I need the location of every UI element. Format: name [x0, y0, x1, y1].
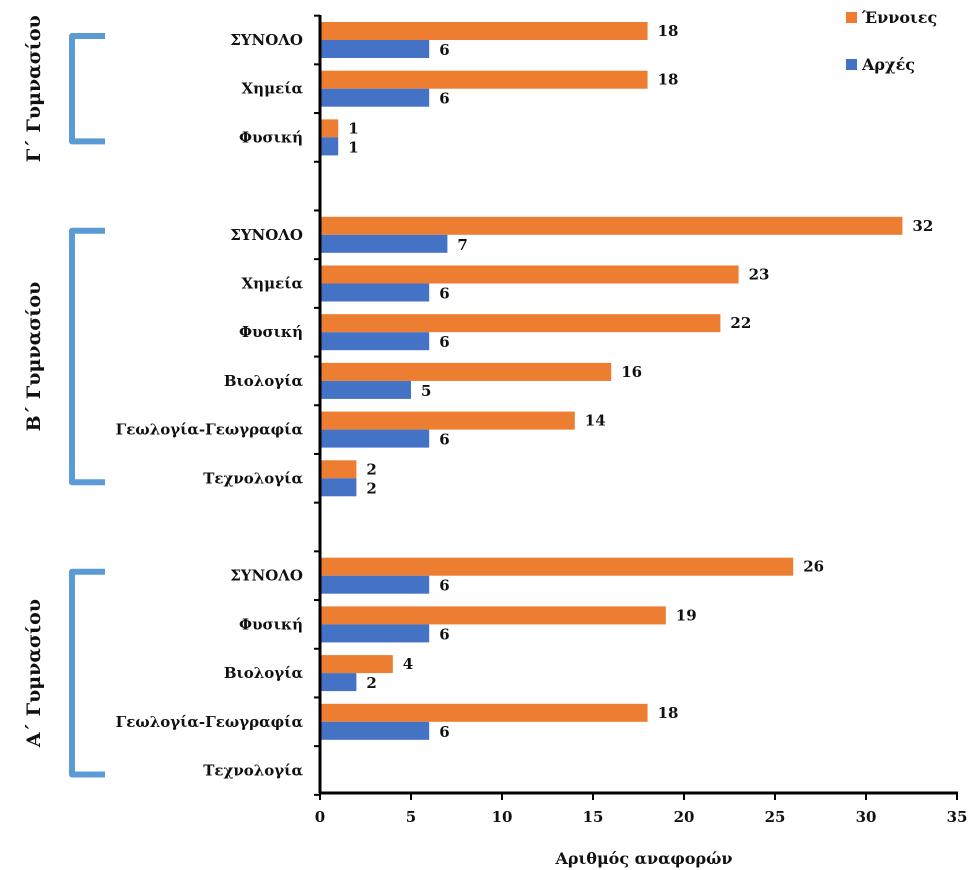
group-bracket — [69, 33, 105, 145]
bar-ennoies — [320, 70, 648, 89]
data-label-ennoies: 18 — [658, 22, 679, 40]
data-label-ennoies: 19 — [676, 606, 697, 624]
bar-ennoies — [320, 119, 339, 138]
x-tick-label: 25 — [765, 808, 786, 826]
category-label: Τεχνολογία — [203, 762, 303, 780]
bar-arches — [320, 624, 430, 643]
category-label: Χημεία — [242, 80, 304, 98]
bar-ennoies — [320, 265, 739, 284]
data-label-arches: 6 — [439, 625, 449, 643]
data-label-ennoies: 18 — [658, 71, 679, 89]
group-title: Β΄ Γυμνασίου — [23, 282, 45, 432]
data-label-arches: 6 — [439, 723, 449, 741]
bar-arches — [320, 137, 339, 156]
bar-ennoies — [320, 557, 794, 576]
bar-ennoies — [320, 606, 666, 625]
data-label-arches: 2 — [366, 674, 376, 692]
legend-label: Έννοιες — [861, 8, 937, 27]
data-label-ennoies: 1 — [348, 119, 358, 137]
data-label-arches: 6 — [439, 41, 449, 59]
x-tick-label: 0 — [315, 808, 325, 826]
legend-label: Αρχές — [861, 55, 915, 74]
bar-arches — [320, 380, 411, 399]
bar-ennoies — [320, 216, 903, 235]
category-label: ΣΥΝΟΛΟ — [230, 226, 303, 244]
bar-arches — [320, 721, 430, 740]
bar-ennoies — [320, 22, 648, 40]
data-label-arches: 2 — [366, 479, 376, 497]
data-label-ennoies: 2 — [366, 460, 376, 478]
bar-arches — [320, 429, 430, 448]
x-tick-label: 30 — [856, 808, 877, 826]
category-label: Χημεία — [242, 275, 304, 293]
bar-arches — [320, 575, 430, 594]
x-tick-label: 5 — [406, 808, 416, 826]
category-label: Βιολογία — [224, 664, 304, 682]
bar-ennoies — [320, 362, 612, 381]
bar-arches — [320, 673, 357, 692]
data-label-arches: 5 — [421, 382, 431, 400]
group-title: Α΄ Γυμνασίου — [23, 599, 45, 748]
data-label-ennoies: 22 — [730, 314, 751, 332]
bar-arches — [320, 234, 448, 253]
x-tick-label: 15 — [583, 808, 604, 826]
bar-arches — [320, 40, 430, 58]
data-label-ennoies: 16 — [621, 363, 642, 381]
bar-arches — [320, 332, 430, 351]
x-axis-title: Αριθμός αναφορών — [554, 849, 732, 868]
data-label-ennoies: 26 — [803, 558, 824, 576]
data-label-arches: 6 — [439, 285, 449, 303]
x-tick-label: 35 — [947, 808, 968, 826]
data-label-arches: 7 — [457, 236, 467, 254]
data-label-ennoies: 23 — [749, 266, 770, 284]
x-tick-label: 10 — [492, 808, 513, 826]
bar-ennoies — [320, 655, 393, 674]
category-label: Φυσική — [239, 323, 303, 341]
category-label: Τεχνολογία — [203, 469, 303, 487]
legend-swatch — [846, 59, 857, 70]
group-title: Γ΄ Γυμνασίου — [23, 15, 45, 162]
category-label: Γεωλογία-Γεωγραφία — [116, 713, 304, 731]
bar-ennoies — [320, 411, 575, 430]
data-label-ennoies: 4 — [403, 655, 413, 673]
data-label-arches: 1 — [348, 138, 358, 156]
category-label: Γεωλογία-Γεωγραφία — [116, 421, 304, 439]
bar-ennoies — [320, 314, 721, 333]
x-tick-label: 20 — [674, 808, 695, 826]
category-label: ΣΥΝΟΛΟ — [230, 31, 303, 49]
data-label-ennoies: 32 — [912, 217, 933, 235]
category-label: Φυσική — [239, 615, 303, 633]
category-label: Φυσική — [239, 128, 303, 146]
bar-ennoies — [320, 703, 648, 722]
data-label-arches: 6 — [439, 431, 449, 449]
group-bracket — [69, 568, 105, 778]
bar-arches — [320, 88, 430, 107]
legend-swatch — [846, 12, 857, 23]
group-bracket — [69, 227, 105, 486]
data-label-ennoies: 18 — [658, 704, 679, 722]
data-label-arches: 6 — [439, 333, 449, 351]
data-label-ennoies: 14 — [585, 412, 606, 430]
data-label-arches: 6 — [439, 90, 449, 108]
bar-arches — [320, 478, 357, 497]
bar-arches — [320, 283, 430, 302]
category-label: Βιολογία — [224, 372, 304, 390]
bar-ennoies — [320, 460, 357, 479]
data-label-arches: 6 — [439, 577, 449, 595]
category-label: ΣΥΝΟΛΟ — [230, 567, 303, 585]
